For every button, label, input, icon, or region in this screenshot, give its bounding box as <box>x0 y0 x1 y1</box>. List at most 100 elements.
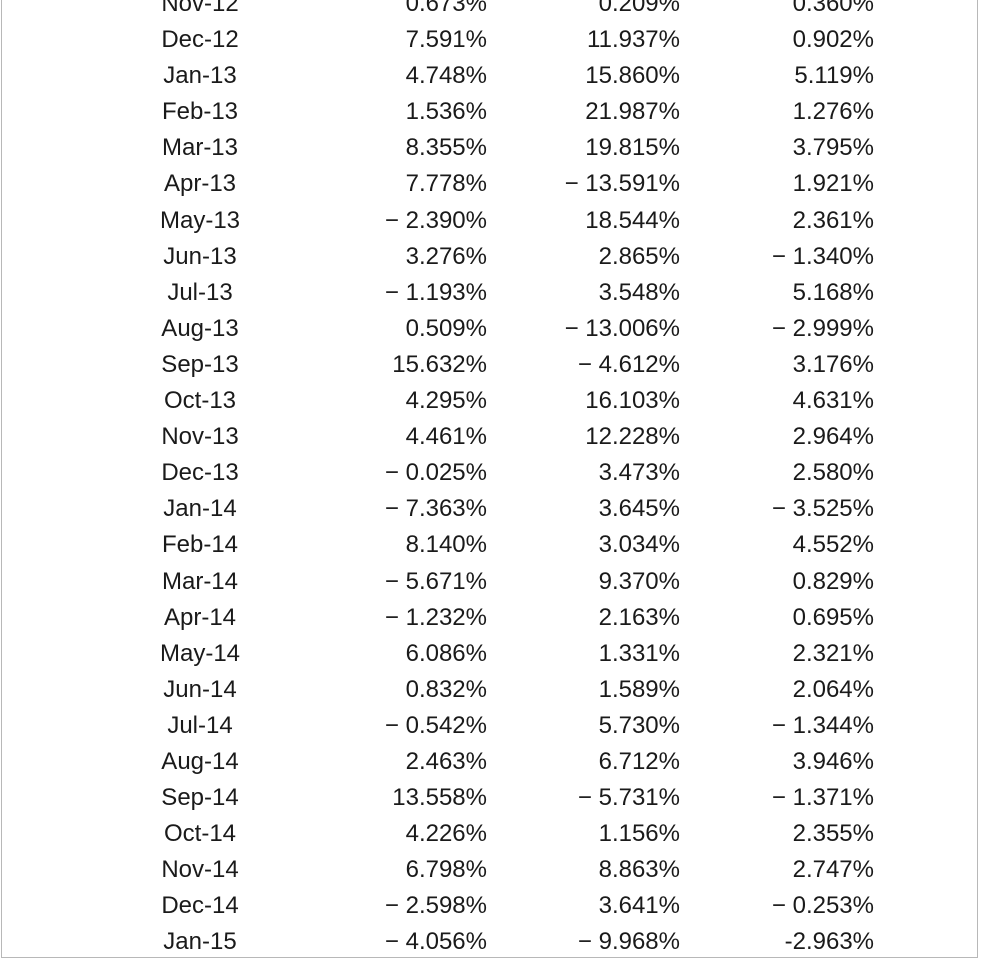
date-cell: Dec-13 <box>161 459 239 487</box>
value-cell-col2: 8.863% <box>598 856 680 884</box>
value-cell-col3: 5.119% <box>794 62 874 90</box>
value-cell-col2: 1.156% <box>598 820 680 848</box>
value-cell-col3: 0.695% <box>792 603 874 631</box>
value-cell-col2: 3.548% <box>598 278 680 306</box>
value-cell-col1: 0.832% <box>405 675 487 703</box>
value-cell-col3: 1.921% <box>792 170 874 198</box>
value-cell-col1: 0.673% <box>405 0 487 17</box>
value-cell-col1: 13.558% <box>392 784 487 812</box>
value-cell-col1: 4.461% <box>405 423 487 451</box>
date-cell: Apr-14 <box>163 603 237 631</box>
table-row: Jun-14 0.832% 1.589% 2.064% <box>2 672 977 708</box>
value-cell-col3: 0.829% <box>792 567 874 595</box>
value-cell-col1: − 2.390% <box>384 206 487 234</box>
value-cell-col3: − 1.371% <box>771 784 874 812</box>
value-cell-col3: − 2.999% <box>771 314 874 342</box>
date-cell: Aug-14 <box>161 747 239 775</box>
table-row: Apr-13 7.778% − 13.591% 1.921% <box>2 166 977 202</box>
value-cell-col3: 3.176% <box>792 350 874 378</box>
date-cell: May-14 <box>159 639 241 667</box>
date-cell: Jul-14 <box>167 711 233 739</box>
value-cell-col3: -2.963% <box>784 928 874 956</box>
value-cell-col1: − 0.542% <box>384 711 487 739</box>
date-cell: Oct-13 <box>163 387 237 415</box>
value-cell-col2: 5.730% <box>598 711 680 739</box>
value-cell-col2: − 13.006% <box>564 314 680 342</box>
table-row: Jul-13 − 1.193% 3.548% 5.168% <box>2 275 977 311</box>
table-row: Nov-14 6.798% 8.863% 2.747% <box>2 852 977 888</box>
table-row: Sep-13 15.632% − 4.612% 3.176% <box>2 347 977 383</box>
value-cell-col3: 3.946% <box>792 747 874 775</box>
value-cell-col2: 1.589% <box>598 675 680 703</box>
date-cell: Sep-13 <box>161 350 239 378</box>
value-cell-col2: 2.865% <box>598 242 680 270</box>
table-row: Mar-14 − 5.671% 9.370% 0.829% <box>2 564 977 600</box>
value-cell-col1: 3.276% <box>405 242 487 270</box>
value-cell-col2: 18.544% <box>585 206 680 234</box>
date-cell: Nov-13 <box>161 423 239 451</box>
table-row: Dec-13 − 0.025% 3.473% 2.580% <box>2 455 977 491</box>
value-cell-col2: 3.034% <box>598 531 680 559</box>
value-cell-col1: 4.748% <box>405 62 487 90</box>
value-cell-col2: − 5.731% <box>577 784 680 812</box>
value-cell-col3: 2.361% <box>792 206 874 234</box>
value-cell-col3: 5.168% <box>792 278 874 306</box>
value-cell-col1: 15.632% <box>392 350 487 378</box>
date-cell: Aug-13 <box>161 314 239 342</box>
value-cell-col2: 6.712% <box>598 747 680 775</box>
value-cell-col3: 4.631% <box>792 387 874 415</box>
table-row: Feb-13 1.536% 21.987% 1.276% <box>2 94 977 130</box>
value-cell-col1: − 1.193% <box>384 278 487 306</box>
date-cell: Mar-14 <box>161 567 239 595</box>
date-cell: Jul-13 <box>167 278 233 306</box>
table-row: Aug-13 0.509% − 13.006% − 2.999% <box>2 311 977 347</box>
value-cell-col2: 19.815% <box>585 134 680 162</box>
table-row: May-14 6.086% 1.331% 2.321% <box>2 636 977 672</box>
table-row: Dec-14 − 2.598% 3.641% − 0.253% <box>2 888 977 924</box>
value-cell-col3: 2.747% <box>792 856 874 884</box>
value-cell-col3: − 0.253% <box>771 892 874 920</box>
value-cell-col1: − 1.232% <box>384 603 487 631</box>
value-cell-col2: 21.987% <box>585 98 680 126</box>
table-row: Jan-13 4.748% 15.860% 5.119% <box>2 58 977 94</box>
value-cell-col2: 3.641% <box>598 892 680 920</box>
date-cell: Feb-14 <box>161 531 239 559</box>
value-cell-col3: 4.552% <box>792 531 874 559</box>
value-cell-col1: 6.798% <box>405 856 487 884</box>
value-cell-col3: − 1.340% <box>771 242 874 270</box>
value-cell-col2: 3.645% <box>598 495 680 523</box>
value-cell-col2: − 4.612% <box>577 350 680 378</box>
value-cell-col1: − 2.598% <box>384 892 487 920</box>
value-cell-col1: 7.591% <box>405 26 487 54</box>
value-cell-col1: − 7.363% <box>384 495 487 523</box>
value-cell-col1: 7.778% <box>405 170 487 198</box>
value-cell-col2: 15.860% <box>585 62 680 90</box>
date-cell: Sep-14 <box>161 784 239 812</box>
date-cell: Dec-14 <box>161 892 239 920</box>
table-row: Aug-14 2.463% 6.712% 3.946% <box>2 744 977 780</box>
table-row: Oct-13 4.295% 16.103% 4.631% <box>2 383 977 419</box>
date-cell: Feb-13 <box>161 98 239 126</box>
value-cell-col3: 2.064% <box>792 675 874 703</box>
table-row: May-13 − 2.390% 18.544% 2.361% <box>2 203 977 239</box>
table-row: Dec-12 7.591% 11.937% 0.902% <box>2 22 977 58</box>
table-row: Nov-13 4.461% 12.228% 2.964% <box>2 419 977 455</box>
value-cell-col1: 4.226% <box>405 820 487 848</box>
value-cell-col1: 4.295% <box>405 387 487 415</box>
value-cell-col2: 11.937% <box>587 26 680 54</box>
value-cell-col2: 2.163% <box>598 603 680 631</box>
value-cell-col3: 2.321% <box>792 639 874 667</box>
table-row: Jun-13 3.276% 2.865% − 1.340% <box>2 239 977 275</box>
date-cell: Dec-12 <box>161 26 239 54</box>
date-cell: Jun-14 <box>163 675 237 703</box>
value-cell-col1: 0.509% <box>405 314 487 342</box>
value-cell-col3: 2.964% <box>792 423 874 451</box>
value-cell-col2: 3.473% <box>598 459 680 487</box>
date-cell: Nov-14 <box>161 856 239 884</box>
date-cell: Oct-14 <box>163 820 237 848</box>
date-cell: May-13 <box>159 206 241 234</box>
value-cell-col3: 3.795% <box>792 134 874 162</box>
value-cell-col1: − 5.671% <box>384 567 487 595</box>
